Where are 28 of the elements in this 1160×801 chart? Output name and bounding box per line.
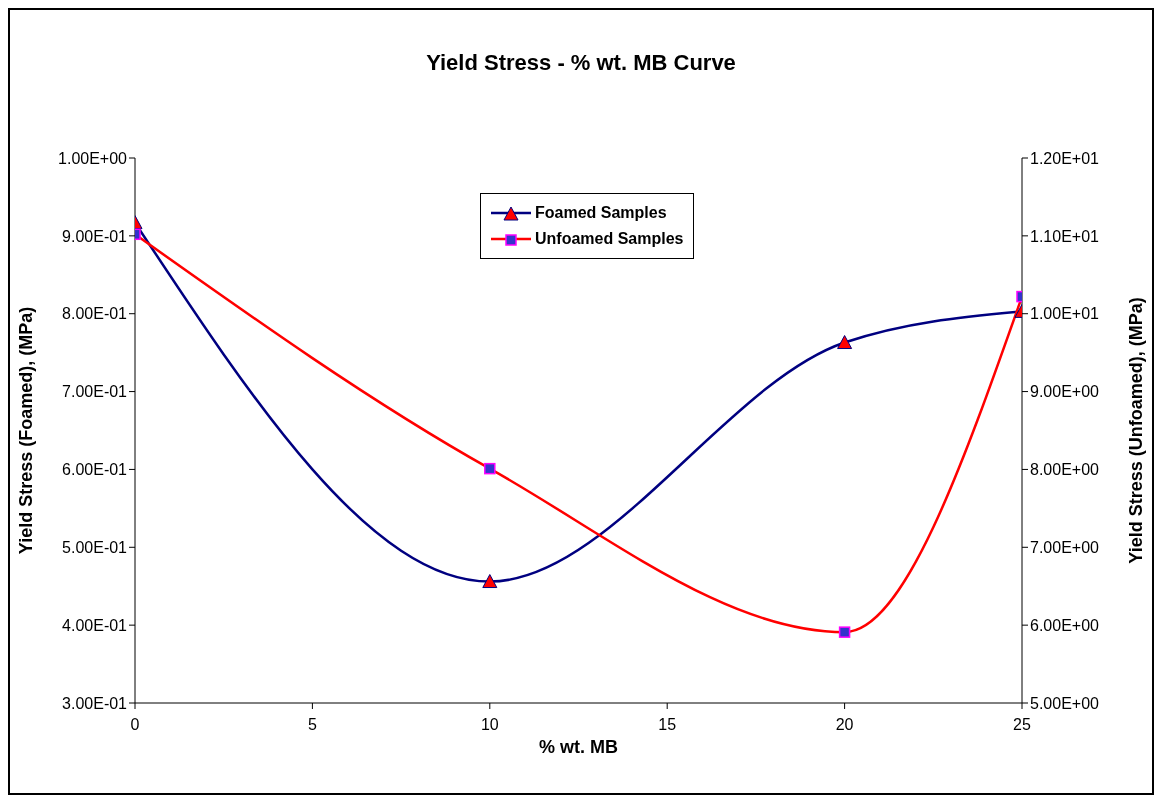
legend-label: Unfoamed Samples bbox=[535, 230, 684, 248]
y-tick-label: 1.00E+00 bbox=[58, 149, 128, 167]
y2-axis-title: Yield Stress (Unfoamed), (MPa) bbox=[1126, 297, 1147, 564]
x-tick-label: 15 bbox=[658, 716, 677, 734]
y-tick-label: 9.00E-01 bbox=[62, 227, 128, 245]
y2-tick-label: 5.00E+00 bbox=[1030, 694, 1100, 712]
y2-tick-label: 9.00E+00 bbox=[1030, 383, 1100, 401]
y2-tick-label: 1.00E+01 bbox=[1030, 305, 1100, 323]
y-tick-label: 8.00E-01 bbox=[62, 305, 128, 323]
x-tick-label: 10 bbox=[480, 716, 499, 734]
y2-tick-label: 8.00E+00 bbox=[1030, 461, 1100, 479]
y-tick-label: 6.00E-01 bbox=[62, 461, 128, 479]
y-tick-label: 7.00E-01 bbox=[62, 383, 128, 401]
y2-tick-label: 1.20E+01 bbox=[1030, 149, 1100, 167]
chart-title: Yield Stress - % wt. MB Curve bbox=[425, 50, 737, 76]
x-tick-label: 5 bbox=[307, 716, 317, 734]
x-tick-label: 25 bbox=[1013, 716, 1031, 734]
y2-tick-label: 7.00E+00 bbox=[1030, 538, 1100, 556]
y2-tick-label: 6.00E+00 bbox=[1030, 616, 1100, 634]
x-tick-label: 20 bbox=[835, 716, 854, 734]
x-tick-label: 0 bbox=[130, 716, 140, 734]
x-axis-title: % wt. MB bbox=[539, 737, 618, 757]
y-tick-label: 5.00E-01 bbox=[62, 538, 128, 556]
y-axis-title: Yield Stress (Foamed), (MPa) bbox=[16, 306, 37, 555]
y-tick-label: 4.00E-01 bbox=[62, 616, 128, 634]
legend-label: Foamed Samples bbox=[535, 204, 667, 222]
y-tick-label: 3.00E-01 bbox=[62, 694, 128, 712]
y2-tick-label: 1.10E+01 bbox=[1030, 227, 1100, 245]
